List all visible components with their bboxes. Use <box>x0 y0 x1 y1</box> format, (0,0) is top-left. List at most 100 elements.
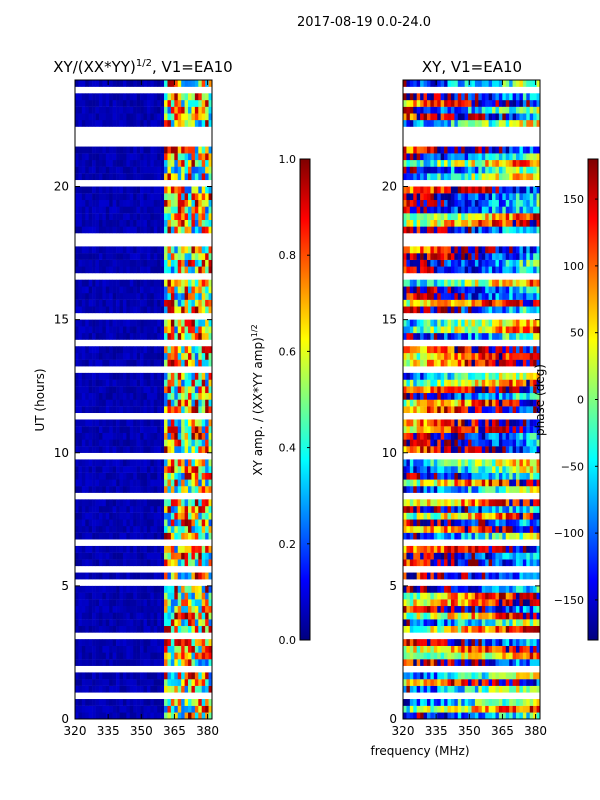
heat-cell <box>136 293 141 300</box>
heat-cell <box>468 426 472 433</box>
heat-cell <box>198 605 203 613</box>
heat-cell <box>481 659 486 666</box>
heat-cell <box>174 379 179 387</box>
heat-cell <box>437 645 441 653</box>
heat-cell <box>509 459 513 467</box>
heat-cell <box>416 359 421 367</box>
heat-cell <box>81 119 86 127</box>
heat-cell <box>526 652 531 660</box>
heat-cell <box>160 406 165 414</box>
heat-cell <box>75 572 79 580</box>
heat-cell <box>440 466 445 473</box>
heat-cell <box>153 113 158 121</box>
heat-cell <box>464 545 469 553</box>
heat-cell <box>143 259 148 267</box>
heat-cell <box>208 319 213 327</box>
heat-cell <box>119 346 124 354</box>
heat-cell <box>423 359 428 367</box>
heat-cell <box>454 652 459 660</box>
heat-cell <box>208 93 213 101</box>
heat-cell <box>447 472 452 480</box>
heat-cell <box>454 446 459 453</box>
heat-cell <box>85 119 89 127</box>
heat-cell <box>143 99 148 107</box>
heat-cell <box>150 386 155 394</box>
heat-cell <box>184 672 189 680</box>
heat-cell <box>146 659 151 666</box>
heat-cell <box>184 226 189 234</box>
heat-cell <box>413 379 417 387</box>
heat-cell <box>119 213 124 220</box>
heat-cell <box>150 532 155 540</box>
heat-cell <box>413 372 417 380</box>
heat-cell <box>146 399 151 407</box>
heat-cell <box>184 525 189 533</box>
heat-cell <box>160 146 165 154</box>
heat-cell <box>208 99 213 107</box>
heat-cell <box>119 419 124 427</box>
heat-cell <box>485 486 489 493</box>
heat-cell <box>205 472 209 480</box>
heat-cell <box>495 386 500 394</box>
heat-cell <box>201 332 206 340</box>
heat-cell <box>502 519 507 527</box>
heat-cell <box>512 332 517 340</box>
heat-cell <box>85 166 89 174</box>
heat-cell <box>481 419 486 427</box>
heat-cell <box>198 153 203 161</box>
heat-cell <box>406 486 411 493</box>
heat-cell <box>464 332 469 340</box>
heat-cell <box>468 359 472 367</box>
heat-cell <box>177 585 182 593</box>
heat-cell <box>164 319 168 327</box>
heat-cell <box>191 479 196 487</box>
heat-cell <box>420 672 424 680</box>
heat-cell <box>403 705 407 713</box>
heat-cell <box>105 293 110 300</box>
heat-cell <box>81 146 86 154</box>
heat-cell <box>109 446 113 453</box>
heat-cell <box>164 525 168 533</box>
heat-cell <box>92 639 96 646</box>
heat-cell <box>105 652 110 660</box>
heat-cell <box>174 213 179 220</box>
heat-cell <box>177 699 182 706</box>
heat-cell <box>170 173 175 181</box>
heat-cell <box>157 213 161 220</box>
heat-cell <box>526 685 531 693</box>
heat-cell <box>146 293 151 300</box>
heat-cell <box>81 486 86 493</box>
heat-cell <box>440 559 445 567</box>
heat-cell <box>526 592 531 600</box>
heat-cell <box>498 506 503 513</box>
heat-cell <box>430 439 435 447</box>
heat-cell <box>102 705 107 713</box>
heat-cell <box>201 352 206 360</box>
heat-cell <box>437 552 441 560</box>
heat-cell <box>194 592 199 600</box>
heat-cell <box>167 159 172 167</box>
heat-cell <box>133 346 137 354</box>
heat-cell <box>516 619 520 627</box>
heat-cell <box>112 712 117 720</box>
heat-cell <box>140 479 144 487</box>
heat-cell <box>492 679 496 686</box>
heat-cell <box>495 499 500 507</box>
heat-cell <box>403 679 407 686</box>
heat-cell <box>75 372 79 380</box>
heat-cell <box>133 672 137 680</box>
heat-cell <box>444 426 448 433</box>
heat-cell <box>509 705 513 713</box>
heat-cell <box>498 672 503 680</box>
heat-cell <box>409 479 414 487</box>
heat-cell <box>485 519 489 527</box>
heat-cell <box>136 612 141 620</box>
heat-cell <box>198 525 203 533</box>
heat-cell <box>409 379 414 387</box>
heat-cell <box>433 645 438 653</box>
heat-cell <box>95 705 100 713</box>
heat-cell <box>160 326 165 334</box>
heat-cell <box>426 426 431 433</box>
heat-cell <box>205 645 209 653</box>
heat-cell <box>167 466 172 473</box>
